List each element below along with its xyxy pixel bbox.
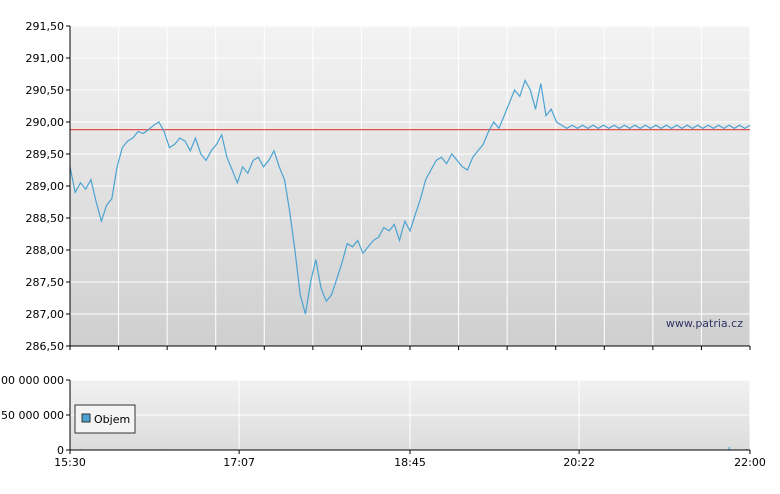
price-y-tick-label: 289,50 (26, 148, 65, 161)
price-series-line (69, 78, 751, 315)
volume-x-tick-label: 22:00 (734, 456, 766, 469)
price-y-tick-label: 291,00 (26, 52, 65, 65)
price-y-tick-label: 291,50 (26, 20, 65, 33)
volume-x-tick-label: 20:22 (563, 456, 595, 469)
price-y-tick-label: 290,50 (26, 84, 65, 97)
price-y-tick-label: 286,50 (26, 340, 65, 353)
price-y-tick-label: 287,50 (26, 276, 65, 289)
price-y-tick-label: 290,00 (26, 116, 65, 129)
price-y-tick-label: 287,00 (26, 308, 65, 321)
legend-label: Objem (94, 413, 130, 426)
volume-x-tick-label: 15:30 (54, 456, 86, 469)
price-panel: 286,50 287,00 287,50 288,00 288,50 289,00 289,… (26, 20, 751, 353)
volume-y-tick-label: 0 (57, 444, 64, 457)
legend-swatch (81, 413, 91, 423)
legend: Objem (74, 404, 136, 434)
volume-x-axis: 15:30 17:07 18:45 20:22 22:00 (54, 450, 766, 469)
price-y-tick-label: 288,50 (26, 212, 65, 225)
volume-panel: 0 50 000 000 100 000 000 15:30 17:07 18:45 20… (0, 374, 766, 469)
watermark-text: www.patria.cz (666, 317, 743, 330)
volume-bar (746, 448, 748, 450)
volume-bar (728, 446, 730, 450)
volume-y-tick-label: 100 000 000 (0, 374, 64, 387)
price-y-tick-label: 288,00 (26, 244, 65, 257)
price-y-axis: 286,50 287,00 287,50 288,00 288,50 289,00 289,… (26, 20, 750, 353)
price-y-tick-label: 289,00 (26, 180, 65, 193)
price-x-axis (69, 346, 751, 350)
volume-y-tick-label: 50 000 000 (1, 409, 64, 422)
volume-x-tick-label: 17:07 (223, 456, 255, 469)
price-gridlines (69, 25, 751, 347)
volume-x-tick-label: 18:45 (394, 456, 426, 469)
